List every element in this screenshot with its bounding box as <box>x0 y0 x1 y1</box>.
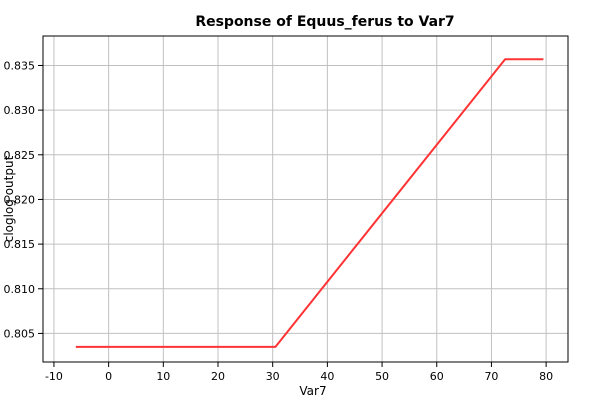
grid <box>43 36 568 362</box>
y-tick-label: 0.820 <box>4 193 36 206</box>
y-tick-label: 0.815 <box>4 238 36 251</box>
x-tick-label: 40 <box>320 370 334 383</box>
y-tick-label: 0.810 <box>4 283 36 296</box>
x-tick-label: 30 <box>266 370 280 383</box>
y-tick-label: 0.825 <box>4 149 36 162</box>
y-tick-label: 0.830 <box>4 104 36 117</box>
x-tick-label: 10 <box>156 370 170 383</box>
chart-title: Response of Equus_ferus to Var7 <box>195 14 454 30</box>
ticks: -10 0 10 20 30 40 50 60 70 80 0.805 0.810 0.815 0.820… <box>4 59 554 383</box>
x-tick-label: 60 <box>430 370 444 383</box>
series-layer <box>75 58 544 348</box>
y-axis-label: cloglog output <box>2 155 16 242</box>
y-tick-label: 0.835 <box>4 59 36 72</box>
x-tick-label: -10 <box>45 370 63 383</box>
series-line <box>75 58 544 348</box>
x-tick-label: 20 <box>211 370 225 383</box>
x-tick-label: 80 <box>539 370 553 383</box>
x-tick-label: 50 <box>375 370 389 383</box>
x-axis-label: Var7 <box>299 384 326 398</box>
y-tick-label: 0.805 <box>4 327 36 340</box>
x-tick-label: 0 <box>105 370 112 383</box>
x-tick-label: 70 <box>484 370 498 383</box>
